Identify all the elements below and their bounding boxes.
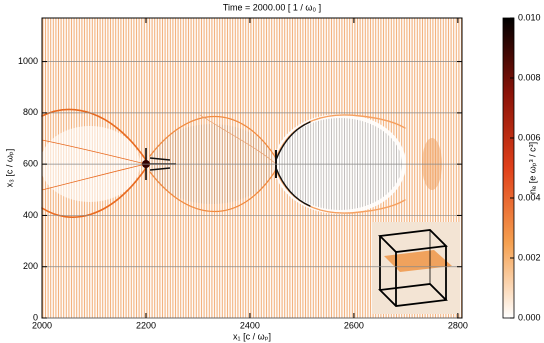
colorbar-tick-label: 0.002 xyxy=(518,252,541,262)
colorbar-tick-label: 0.000 xyxy=(518,312,541,322)
y-tick-label: 600 xyxy=(23,159,38,169)
x-tick-label: 2800 xyxy=(448,320,468,330)
colorbar-tick-label: 0.006 xyxy=(518,132,541,142)
colorbar-tick-label: 0.004 xyxy=(518,192,541,202)
x-tick-label: 2400 xyxy=(240,320,260,330)
y-tick-label: 200 xyxy=(23,261,38,271)
y-tick-label: 800 xyxy=(23,107,38,117)
inset-cube xyxy=(372,222,460,314)
y-axis-label: x₃ [c / ωₚ] xyxy=(4,149,14,188)
x-axis-label: x₁ [c / ωₚ] xyxy=(233,331,271,341)
y-tick-label: 0 xyxy=(33,312,38,322)
x-tick-label: 2200 xyxy=(136,320,156,330)
colorbar-label: nₑ [e ωₚ³ / c³] xyxy=(527,142,537,194)
chart-title: Time = 2000.00 [ 1 / ω₀ ] xyxy=(223,2,321,12)
colorbar-tick-label: 0.008 xyxy=(518,72,541,82)
colorbar xyxy=(502,17,515,319)
x-tick-label: 2000 xyxy=(32,320,52,330)
colorbar-tick-label: 0.010 xyxy=(518,12,541,22)
y-tick-label: 400 xyxy=(23,210,38,220)
y-tick-label: 1000 xyxy=(18,56,38,66)
x-tick-label: 2600 xyxy=(344,320,364,330)
